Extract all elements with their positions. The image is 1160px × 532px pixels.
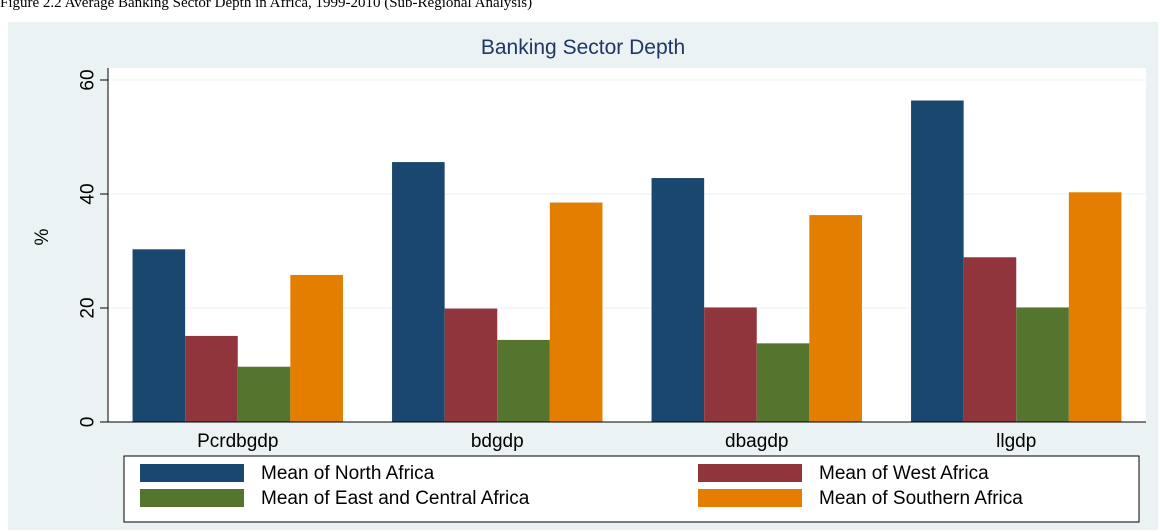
bar [497, 339, 550, 422]
chart-title: Banking Sector Depth [481, 36, 685, 59]
x-tick-label: llgdp [996, 431, 1036, 452]
bar [651, 178, 705, 422]
y-axis-label: % [32, 228, 53, 245]
legend-swatch [698, 489, 802, 507]
legend-label: Mean of West Africa [819, 463, 989, 484]
legend-swatch [140, 489, 244, 507]
bar [809, 215, 862, 422]
bar [185, 335, 238, 422]
bar [392, 162, 445, 422]
bar [549, 202, 603, 422]
y-axis-ticks: 0 20 40 60 [78, 69, 108, 428]
y-tick-label: 0 [78, 417, 99, 428]
y-tick-label: 60 [78, 69, 99, 90]
bar [756, 343, 810, 422]
y-tick-label: 20 [78, 297, 99, 318]
figure-caption: Figure 2.2 Average Banking Sector Depth … [0, 0, 533, 11]
legend-label: Mean of East and Central Africa [261, 488, 530, 509]
x-axis-ticks: Pcrdbgdp bdgdp dbagdp llgdp [197, 431, 1036, 452]
bar [1068, 192, 1122, 422]
bar [444, 308, 498, 422]
bar [132, 249, 186, 422]
y-tick-label: 40 [78, 183, 99, 204]
bar [704, 307, 757, 422]
legend-label: Mean of North Africa [261, 463, 435, 484]
bar [911, 100, 964, 423]
bar-chart: Banking Sector Depth % 0 20 40 60 Pcrdbgdp b… [32, 36, 1146, 523]
x-tick-label: bdgdp [471, 431, 524, 452]
bar [237, 366, 291, 422]
x-tick-label: dbagdp [725, 431, 788, 452]
legend-swatch [698, 464, 802, 482]
legend-swatch [140, 464, 244, 482]
bar [290, 274, 343, 422]
bar [1016, 307, 1069, 422]
x-tick-label: Pcrdbgdp [197, 431, 278, 452]
legend-box [123, 455, 1140, 523]
bar [963, 257, 1017, 422]
bars [132, 100, 1122, 423]
chart-area: Banking Sector Depth % 0 20 40 60 Pcrdbgdp b… [8, 22, 1158, 530]
legend-label: Mean of Southern Africa [819, 488, 1023, 509]
legend: Mean of North Africa Mean of West Africa M… [123, 455, 1140, 523]
